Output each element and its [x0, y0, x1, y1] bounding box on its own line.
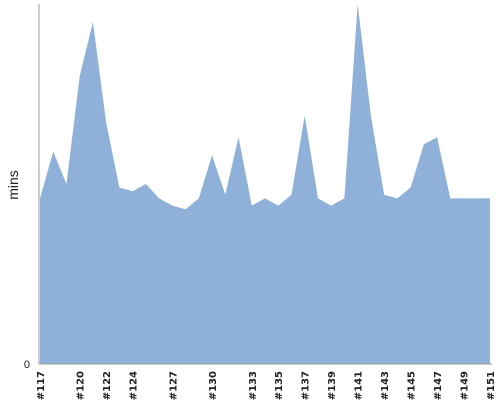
y-axis-label: mins — [5, 170, 21, 200]
y-tick-label-zero: 0 — [24, 359, 30, 371]
x-tick-label: #135 — [274, 371, 285, 400]
x-tick-label: #130 — [208, 371, 219, 400]
x-tick-label: #127 — [168, 371, 179, 400]
x-tick-label: #120 — [76, 371, 87, 400]
x-tick-label: #122 — [102, 371, 113, 400]
x-tick-label: #145 — [407, 371, 418, 400]
x-tick-label: #151 — [486, 371, 497, 400]
x-tick-label: #147 — [433, 371, 444, 400]
x-tick-label: #124 — [129, 371, 140, 400]
area-series-0 — [40, 4, 490, 364]
plot-area — [39, 3, 491, 364]
x-tick-labels: #117 #120 #122 #124 #127 #130 #133 #135 #137 #139… — [36, 371, 497, 400]
x-tick-label: #137 — [301, 371, 312, 400]
x-tick-label: #133 — [248, 371, 259, 400]
x-tick-label: #139 — [327, 371, 338, 400]
x-tick-label: #117 — [36, 371, 47, 400]
x-tick-label: #149 — [460, 371, 471, 400]
x-tick-label: #141 — [354, 371, 365, 400]
x-tick-label: #143 — [380, 371, 391, 400]
